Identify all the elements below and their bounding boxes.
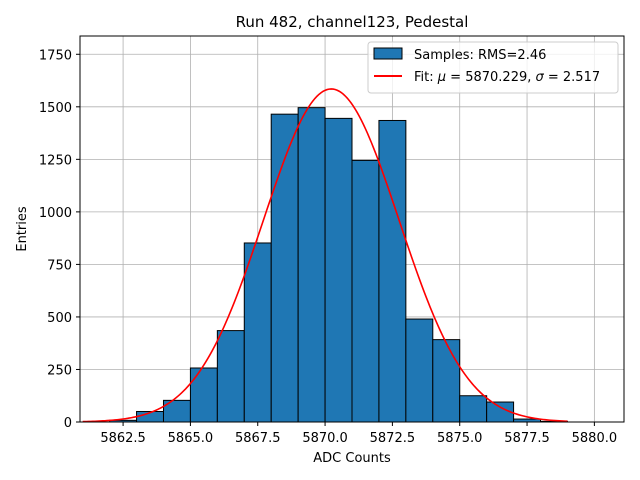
histogram-bar <box>432 339 461 423</box>
histogram-bar <box>297 107 326 423</box>
x-axis-ticks: 5862.5 5865.0 5867.5 5870.0 5872.5 5875.0 5877… <box>100 422 617 446</box>
legend-fit-prefix: Fit: <box>414 70 438 85</box>
legend-fit-label: Fit: μ = 5870.229, σ = 2.517 <box>414 70 600 85</box>
histogram-bar <box>324 117 353 423</box>
histogram-bar <box>189 367 218 423</box>
histogram-bars <box>109 107 568 423</box>
fit-curve <box>82 88 568 423</box>
x-tick-label: 5872.5 <box>370 431 416 446</box>
x-tick-label: 5870.0 <box>302 431 348 446</box>
legend-samples-label: Samples: RMS=2.46 <box>414 48 546 63</box>
x-tick-label: 5880.0 <box>572 431 618 446</box>
plot-frame <box>79 35 625 423</box>
histogram-bar <box>405 318 434 423</box>
legend-fit-mu-symbol: μ <box>437 70 446 85</box>
legend-fit-mu-value: = 5870.229, <box>446 70 535 85</box>
legend-box <box>367 41 619 94</box>
histogram-bar <box>378 119 407 423</box>
y-tick-label: 250 <box>47 363 72 378</box>
histogram-bar <box>243 242 272 423</box>
y-axis-ticks: 0 250 500 750 1000 1250 1500 1750 <box>39 48 80 431</box>
y-tick-label: 750 <box>47 258 72 273</box>
x-tick-label: 5877.5 <box>504 431 550 446</box>
y-tick-label: 0 <box>64 416 72 431</box>
legend-fit-sigma-value: = 2.517 <box>544 70 600 85</box>
x-axis-label: ADC Counts <box>313 451 391 466</box>
legend-fit-sigma-symbol: σ <box>536 70 545 85</box>
chart-title: Run 482, channel123, Pedestal <box>236 13 469 31</box>
x-tick-label: 5867.5 <box>235 431 281 446</box>
y-axis-label: Entries <box>15 206 30 252</box>
legend-samples-swatch <box>373 47 403 60</box>
fit-curve-group <box>82 88 568 423</box>
x-tick-label: 5862.5 <box>100 431 146 446</box>
y-tick-label: 1500 <box>39 101 72 116</box>
y-tick-label: 1250 <box>39 153 72 168</box>
y-tick-label: 500 <box>47 311 72 326</box>
histogram-bar <box>216 330 245 423</box>
x-tick-label: 5865.0 <box>168 431 214 446</box>
x-tick-label: 5875.0 <box>437 431 483 446</box>
legend: Samples: RMS=2.46 Fit: μ = 5870.229, σ =… <box>367 41 619 94</box>
y-tick-label: 1750 <box>39 48 72 63</box>
histogram-bar <box>270 113 299 423</box>
histogram-bar <box>351 159 380 423</box>
y-tick-label: 1000 <box>39 206 72 221</box>
histogram-bar <box>459 395 488 423</box>
